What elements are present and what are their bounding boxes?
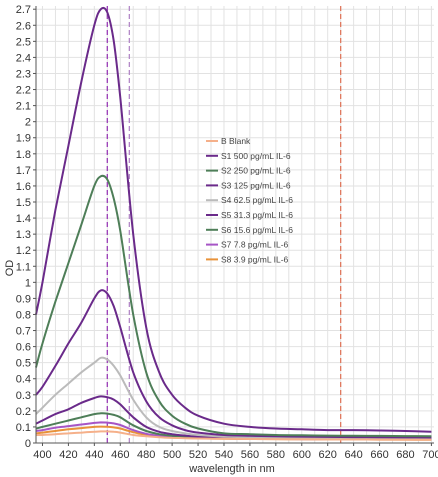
legend-label: S1 500 pg/mL IL-6 <box>221 151 291 161</box>
x-tick-label: 600 <box>293 449 311 461</box>
y-tick-label: 1.2 <box>16 245 31 257</box>
legend-label: S5 31.3 pg/mL IL-6 <box>221 210 293 220</box>
y-tick-label: 1.7 <box>16 165 31 177</box>
x-tick-label: 560 <box>241 449 259 461</box>
x-tick-label: 440 <box>85 449 103 461</box>
series-line <box>35 289 432 439</box>
y-tick-label: 1.5 <box>16 197 31 209</box>
y-tick-label: 0.6 <box>16 342 31 354</box>
y-tick-label: 0 <box>25 438 31 450</box>
y-tick-label: 2.6 <box>16 20 31 32</box>
legend-label: S2 250 pg/mL IL-6 <box>221 166 291 176</box>
y-tick-label: 0.1 <box>16 422 31 434</box>
series-line <box>35 356 432 440</box>
y-tick-label: 0.2 <box>16 406 31 418</box>
x-tick-label: 540 <box>215 449 233 461</box>
x-tick-label: 700 <box>422 449 438 461</box>
y-tick-label: 1.1 <box>16 261 31 273</box>
y-tick-label: 0.3 <box>16 390 31 402</box>
y-tick-label: 1.8 <box>16 149 31 161</box>
series-line <box>35 6 432 433</box>
y-tick-label: 2 <box>25 117 31 129</box>
x-tick-labels: 400 420 440 460 480 500 520 540 560 580 600 620 640 6… <box>33 443 438 461</box>
x-axis-title: wavelength in nm <box>188 463 275 475</box>
x-tick-label: 400 <box>33 449 51 461</box>
axes <box>35 6 434 444</box>
x-tick-label: 500 <box>163 449 181 461</box>
x-tick-label: 660 <box>370 449 388 461</box>
x-tick-label: 420 <box>59 449 77 461</box>
reference-lines <box>106 6 342 443</box>
y-tick-label: 0.4 <box>16 374 31 386</box>
x-tick-label: 580 <box>267 449 285 461</box>
y-tick-label: 0.8 <box>16 309 31 321</box>
y-tick-label: 2.4 <box>16 52 31 64</box>
legend-label: S3 125 pg/mL IL-6 <box>221 180 291 190</box>
x-tick-label: 680 <box>396 449 414 461</box>
y-tick-label: 2.1 <box>16 101 31 113</box>
y-tick-label: 2.2 <box>16 85 31 97</box>
legend-label: S8 3.9 pg/mL IL-6 <box>221 254 289 264</box>
x-tick-label: 480 <box>137 449 155 461</box>
x-tick-label: 620 <box>319 449 337 461</box>
legend-label: B Blank <box>221 136 251 146</box>
legend-label: S7 7.8 pg/mL IL-6 <box>221 240 289 250</box>
series-line <box>35 174 432 438</box>
y-tick-label: 0.5 <box>16 358 31 370</box>
y-tick-label: 2.5 <box>16 36 31 48</box>
legend-label: S6 15.6 pg/mL IL-6 <box>221 225 293 235</box>
y-tick-label: 1.3 <box>16 229 31 241</box>
x-tick-label: 520 <box>189 449 207 461</box>
y-tick-label: 2.7 <box>16 4 31 16</box>
x-tick-label: 460 <box>111 449 129 461</box>
y-tick-labels: 0 0.1 0.2 0.3 0.4 0.5 0.6 0.7 0.8 0.9 1 1.1 1.2 1.3 1.… <box>16 4 36 450</box>
y-tick-label: 1.4 <box>16 213 31 225</box>
y-tick-label: 1.9 <box>16 133 31 145</box>
legend: B Blank S1 500 pg/mL IL-6 S2 250 pg/mL IL-… <box>206 136 293 264</box>
x-tick-label: 640 <box>344 449 362 461</box>
y-tick-label: 2.3 <box>16 68 31 80</box>
legend-label: S4 62.5 pg/mL IL-6 <box>221 195 293 205</box>
series-lines <box>35 6 432 441</box>
y-tick-label: 0.9 <box>16 293 31 305</box>
y-tick-label: 1 <box>25 277 31 289</box>
y-tick-label: 1.6 <box>16 181 31 193</box>
series-line <box>35 430 432 441</box>
y-axis-title: OD <box>4 260 16 277</box>
y-tick-label: 0.7 <box>16 326 31 338</box>
